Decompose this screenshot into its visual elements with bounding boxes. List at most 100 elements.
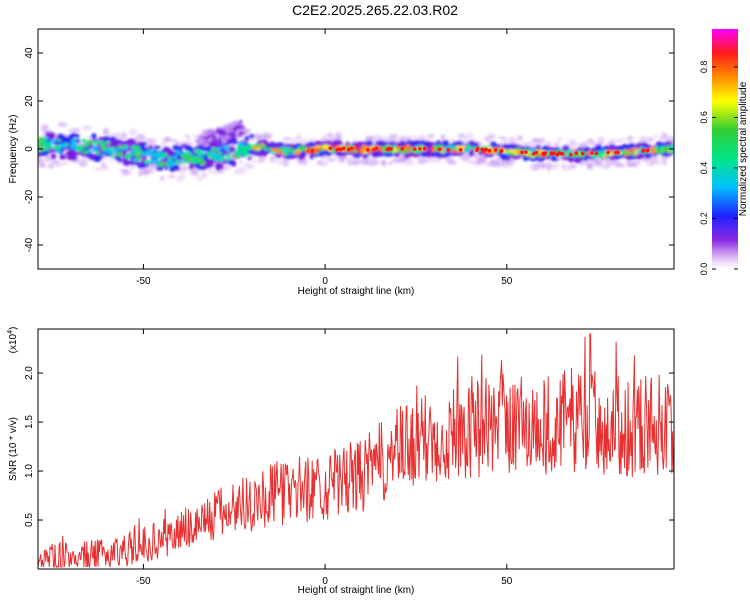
heatmap-cell <box>508 149 514 153</box>
heatmap-cell <box>309 152 314 160</box>
y-tick-label: 2.0 <box>24 366 35 380</box>
heatmap-cell <box>322 144 330 150</box>
heatmap-cell <box>653 134 659 138</box>
heatmap-cell <box>225 154 232 158</box>
heatmap-cell <box>234 153 241 159</box>
heatmap-cell <box>590 154 598 158</box>
heatmap-cell <box>207 166 215 174</box>
heatmap-cell <box>50 153 57 160</box>
heatmap-cell <box>282 137 292 141</box>
heatmap-cell <box>244 162 253 170</box>
heatmap-cell <box>599 164 608 169</box>
heatmap-cell <box>186 140 194 147</box>
heatmap-cell <box>108 147 116 150</box>
heatmap-cell <box>520 150 524 155</box>
heatmap-cell <box>82 150 90 154</box>
heatmap-cell <box>133 153 140 157</box>
heatmap-cell <box>182 166 189 171</box>
heatmap-cell <box>215 163 224 170</box>
heatmap-cell <box>168 173 174 178</box>
heatmap-cell <box>153 145 161 150</box>
heatmap-cell <box>139 136 148 141</box>
heatmap-cell <box>381 159 386 167</box>
heatmap-cell <box>238 119 243 124</box>
heatmap-cell <box>583 159 588 166</box>
heatmap-cell <box>586 138 595 145</box>
heatmap-cell <box>66 155 74 161</box>
heatmap-cell <box>406 152 414 156</box>
heatmap-cell <box>400 147 405 151</box>
heatmap-cell <box>98 140 105 145</box>
heatmap-cell <box>128 164 136 170</box>
page-title: C2E2.2025.265.22.03.R02 <box>292 2 458 18</box>
colorbar-tick-label: 0.2 <box>699 212 709 225</box>
heatmap-cell <box>335 131 342 139</box>
x-tick-label: -50 <box>136 576 151 587</box>
heatmap-cell <box>56 149 62 155</box>
heatmap-cell <box>92 155 102 162</box>
heatmap-cell <box>590 151 594 155</box>
heatmap-cell <box>460 156 470 163</box>
heatmap-cell <box>237 124 245 130</box>
heatmap-cell <box>405 144 412 149</box>
spectrogram-heatmap <box>38 119 674 182</box>
heatmap-cell <box>484 153 489 158</box>
heatmap-cell <box>528 153 534 157</box>
heatmap-cell <box>38 157 41 162</box>
svg-text:(x104): (x104) <box>7 327 19 354</box>
heatmap-cell <box>475 148 479 152</box>
snr-series-line <box>38 333 674 569</box>
heatmap-cell <box>257 150 265 156</box>
heatmap-cell <box>50 145 55 149</box>
heatmap-cell <box>182 160 190 164</box>
heatmap-cell <box>645 148 650 153</box>
heatmap-cell <box>198 135 203 141</box>
heatmap-cell <box>118 169 129 173</box>
heatmap-cell <box>372 150 381 156</box>
colorbar-ticks: 0.0 0.2 0.4 0.6 0.8 <box>699 61 738 275</box>
heatmap-cell <box>402 141 407 146</box>
heatmap-cell <box>206 129 214 135</box>
heatmap-cell <box>141 169 152 174</box>
y-tick-label: 1.0 <box>24 464 35 478</box>
heatmap-cell <box>467 131 474 139</box>
heatmap-cell <box>600 136 605 144</box>
heatmap-cell <box>597 160 604 166</box>
heatmap-cell <box>468 149 474 156</box>
heatmap-cell <box>137 170 143 177</box>
heatmap-cell <box>502 138 508 144</box>
heatmap-cell <box>84 143 90 148</box>
x-tick-label: -50 <box>136 276 151 287</box>
y-tick-label: 20 <box>24 95 35 107</box>
heatmap-cell <box>258 145 265 149</box>
heatmap-cell <box>594 151 599 156</box>
heatmap-cell <box>100 161 107 167</box>
heatmap-cell <box>140 163 147 169</box>
heatmap-cell <box>669 144 674 150</box>
heatmap-cell <box>125 154 132 159</box>
heatmap-cell <box>116 145 124 149</box>
heatmap-cell <box>238 141 244 147</box>
heatmap-cell <box>228 131 236 138</box>
heatmap-cell <box>568 163 577 170</box>
heatmap-cell <box>670 148 674 154</box>
heatmap-cell <box>392 144 397 150</box>
heatmap-cell <box>461 145 466 149</box>
heatmap-cell <box>545 141 552 146</box>
heatmap-cell <box>229 148 236 153</box>
heatmap-cell <box>228 123 236 128</box>
colorbar-tick-label: 0.4 <box>699 162 709 175</box>
heatmap-cell <box>60 143 66 149</box>
snr-y-ticks: 0.5 1.0 1.5 2.0 <box>24 366 674 527</box>
heatmap-cell <box>662 160 668 166</box>
heatmap-cell <box>386 147 391 152</box>
heatmap-cell <box>244 128 252 133</box>
heatmap-cell <box>108 158 117 162</box>
heatmap-cell <box>102 146 107 152</box>
heatmap-cell <box>70 139 76 144</box>
heatmap-cell <box>535 162 545 168</box>
heatmap-cell <box>123 145 128 149</box>
heatmap-cell <box>462 134 469 141</box>
heatmap-cell <box>574 151 579 156</box>
heatmap-cell <box>224 150 231 154</box>
